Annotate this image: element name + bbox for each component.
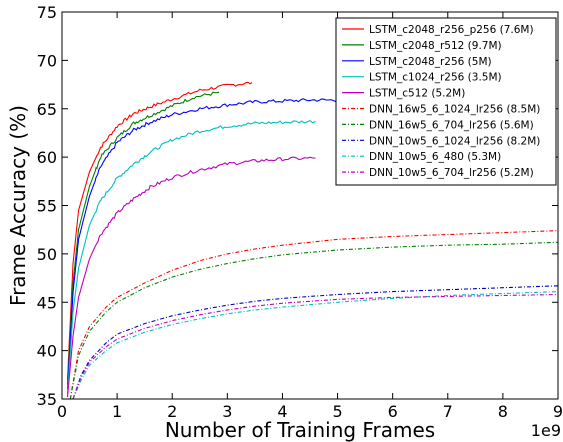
series-line-1 [66, 91, 220, 385]
legend-label: LSTM_c2048_r256 (5M) [369, 56, 492, 68]
legend: LSTM_c2048_r256_p256 (7.6M) LSTM_c2048_r5… [335, 17, 557, 186]
y-tick-label: 40 [37, 342, 57, 361]
series-line-9 [72, 293, 558, 399]
y-tick-label: 35 [37, 390, 57, 409]
series-line-3 [66, 119, 316, 395]
x-axis-multiplier: 1e9 [531, 421, 561, 440]
x-tick-label: 0 [57, 402, 67, 421]
x-tick-label: 9 [553, 402, 563, 421]
x-tick-label: 8 [498, 402, 508, 421]
y-tick-label: 70 [37, 51, 57, 70]
series-line-0 [66, 81, 253, 380]
legend-label: DNN_16w5_6_1024_lr256 (8.5M) [369, 104, 540, 116]
x-tick-label: 5 [332, 402, 342, 421]
y-tick-label: 60 [37, 148, 57, 167]
series-line-6 [69, 241, 558, 399]
y-tick-label: 75 [37, 3, 57, 22]
legend-label: LSTM_c512 (5.2M) [369, 88, 465, 100]
legend-box [335, 17, 557, 186]
y-axis-label: Frame Accuracy (%) [6, 105, 30, 306]
x-axis-label: Number of Training Frames [165, 418, 435, 442]
series-line-7 [72, 285, 558, 399]
series-layer [66, 81, 558, 399]
y-tick-label: 65 [37, 100, 57, 119]
legend-label: DNN_10w5_6_1024_lr256 (8.2M) [369, 135, 540, 147]
x-tick-label: 7 [443, 402, 453, 421]
y-tick-label: 50 [37, 245, 57, 264]
y-tick-label: 55 [37, 197, 57, 216]
legend-label: LSTM_c2048_r256_p256 (7.6M) [369, 24, 534, 36]
x-tick-label: 4 [277, 402, 287, 421]
x-tick-label: 3 [222, 402, 232, 421]
legend-label: DNN_10w5_6_704_lr256 (5.2M) [369, 167, 534, 179]
x-tick-label: 6 [388, 402, 398, 421]
legend-label: LSTM_c2048_r512 (9.7M) [369, 40, 502, 52]
legend-label: LSTM_c1024_r256 (3.5M) [369, 72, 502, 84]
legend-label: DNN_16w5_6_704_lr256 (5.6M) [369, 119, 534, 131]
x-tick-label: 1 [112, 402, 122, 421]
x-tick-label: 2 [167, 402, 177, 421]
series-line-4 [66, 156, 316, 398]
series-line-2 [66, 98, 338, 390]
legend-label: DNN_10w5_6_480 (5.3M) [369, 151, 501, 163]
y-tick-label: 45 [37, 293, 57, 312]
